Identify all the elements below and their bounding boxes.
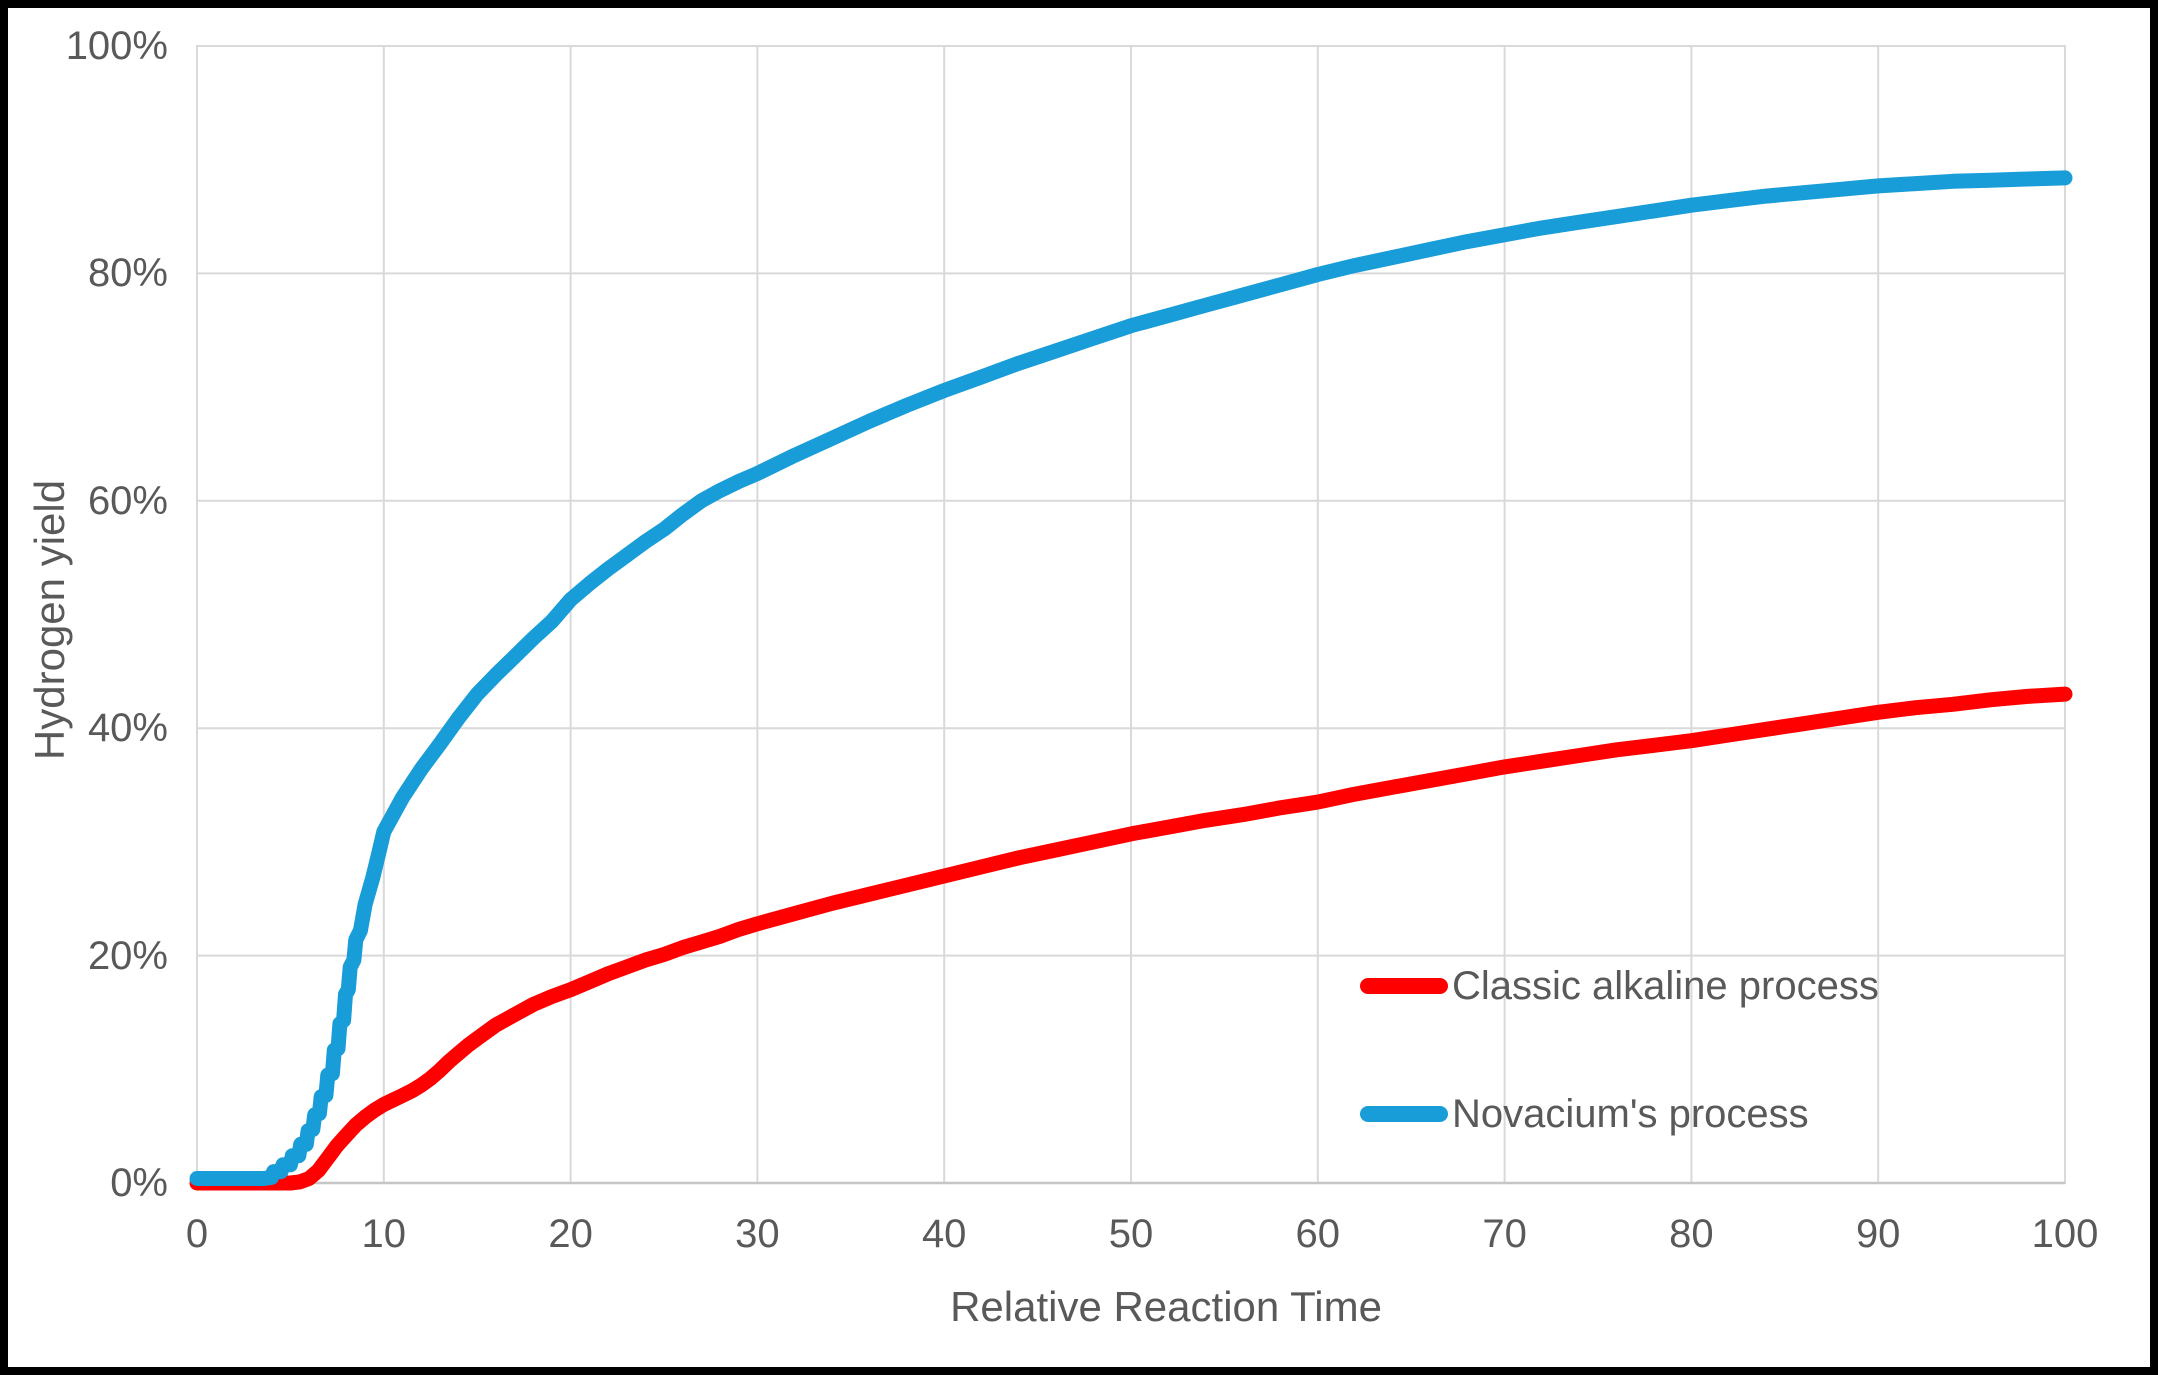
- series-line-novacium-s-process: [189, 170, 2073, 1186]
- series-line-classic-alkaline-process: [189, 686, 2073, 1191]
- x-tick-label: 20: [548, 1212, 593, 1256]
- legend-label: Classic alkaline process: [1452, 964, 1879, 1008]
- gridlines: [196, 45, 2066, 1184]
- x-tick-label: 50: [1108, 1212, 1154, 1256]
- legend-swatch: [1360, 1106, 1448, 1122]
- x-tick-label: 60: [1295, 1212, 1341, 1256]
- y-tick-label: 0%: [110, 1161, 168, 1205]
- x-tick-label: 40: [921, 1212, 967, 1256]
- x-tick-label: 0: [185, 1212, 209, 1256]
- plot-area: [189, 45, 2073, 1191]
- legend-label: Novacium's process: [1452, 1092, 1809, 1136]
- y-tick-label: 80%: [87, 251, 168, 296]
- y-tick-label: 60%: [87, 478, 168, 523]
- x-tick-label: 30: [735, 1212, 780, 1256]
- y-tick-label: 40%: [87, 706, 168, 751]
- x-tick-label: 90: [1855, 1212, 1901, 1256]
- x-tick-label: 80: [1669, 1212, 1714, 1256]
- y-tick-label: 100%: [65, 24, 168, 68]
- x-tick-label: 70: [1482, 1212, 1527, 1256]
- x-tick-label: 10: [361, 1212, 407, 1256]
- y-tick-label: 20%: [87, 933, 168, 978]
- x-tick-label: 100: [2031, 1212, 2099, 1256]
- legend-swatch: [1360, 978, 1448, 994]
- x-axis-title: Relative Reaction Time: [950, 1283, 1382, 1330]
- y-axis-title: Hydrogen yield: [26, 479, 73, 761]
